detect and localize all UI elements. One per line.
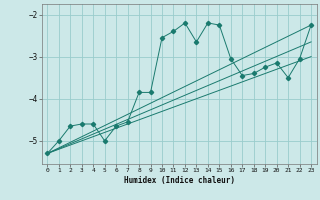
X-axis label: Humidex (Indice chaleur): Humidex (Indice chaleur): [124, 176, 235, 185]
